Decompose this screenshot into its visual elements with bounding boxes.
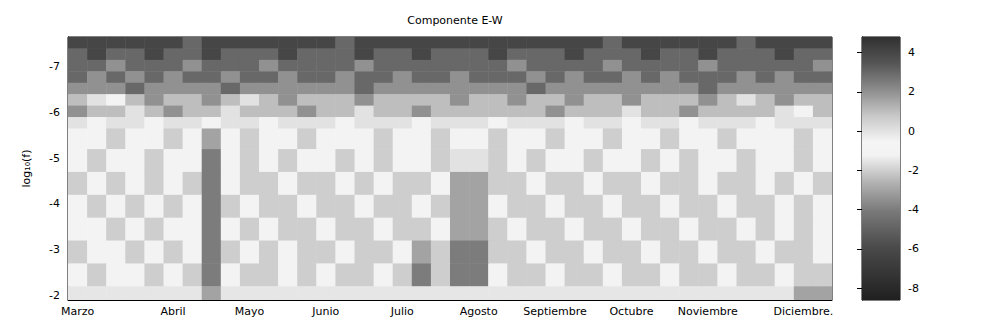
svg-text:Septiembre: Septiembre	[523, 305, 587, 318]
svg-text:Marzo: Marzo	[61, 305, 95, 318]
svg-text:4: 4	[908, 46, 915, 59]
svg-text:-2: -2	[49, 289, 60, 302]
svg-text:Diciembre.: Diciembre.	[774, 305, 834, 318]
svg-text:Junio: Junio	[311, 305, 339, 318]
svg-text:Abril: Abril	[160, 305, 185, 318]
svg-text:Componente E-W: Componente E-W	[407, 14, 503, 27]
svg-text:-5: -5	[49, 152, 60, 165]
svg-text:-2: -2	[908, 164, 919, 177]
svg-text:-7: -7	[49, 60, 60, 73]
svg-text:-4: -4	[49, 197, 60, 210]
svg-text:2: 2	[908, 85, 915, 98]
svg-text:-3: -3	[49, 243, 60, 256]
svg-text:-6: -6	[49, 106, 60, 119]
svg-text:Julio: Julio	[390, 305, 414, 318]
svg-text:-4: -4	[908, 203, 919, 216]
svg-text:Mayo: Mayo	[235, 305, 265, 318]
svg-text:0: 0	[908, 125, 915, 138]
svg-text:-8: -8	[908, 282, 919, 295]
svg-text:-6: -6	[908, 242, 919, 255]
svg-text:Octubre: Octubre	[609, 305, 653, 318]
svg-text:Noviembre: Noviembre	[678, 305, 738, 318]
svg-text:Agosto: Agosto	[460, 305, 498, 318]
svg-text:log₁₀(f): log₁₀(f)	[20, 149, 33, 187]
